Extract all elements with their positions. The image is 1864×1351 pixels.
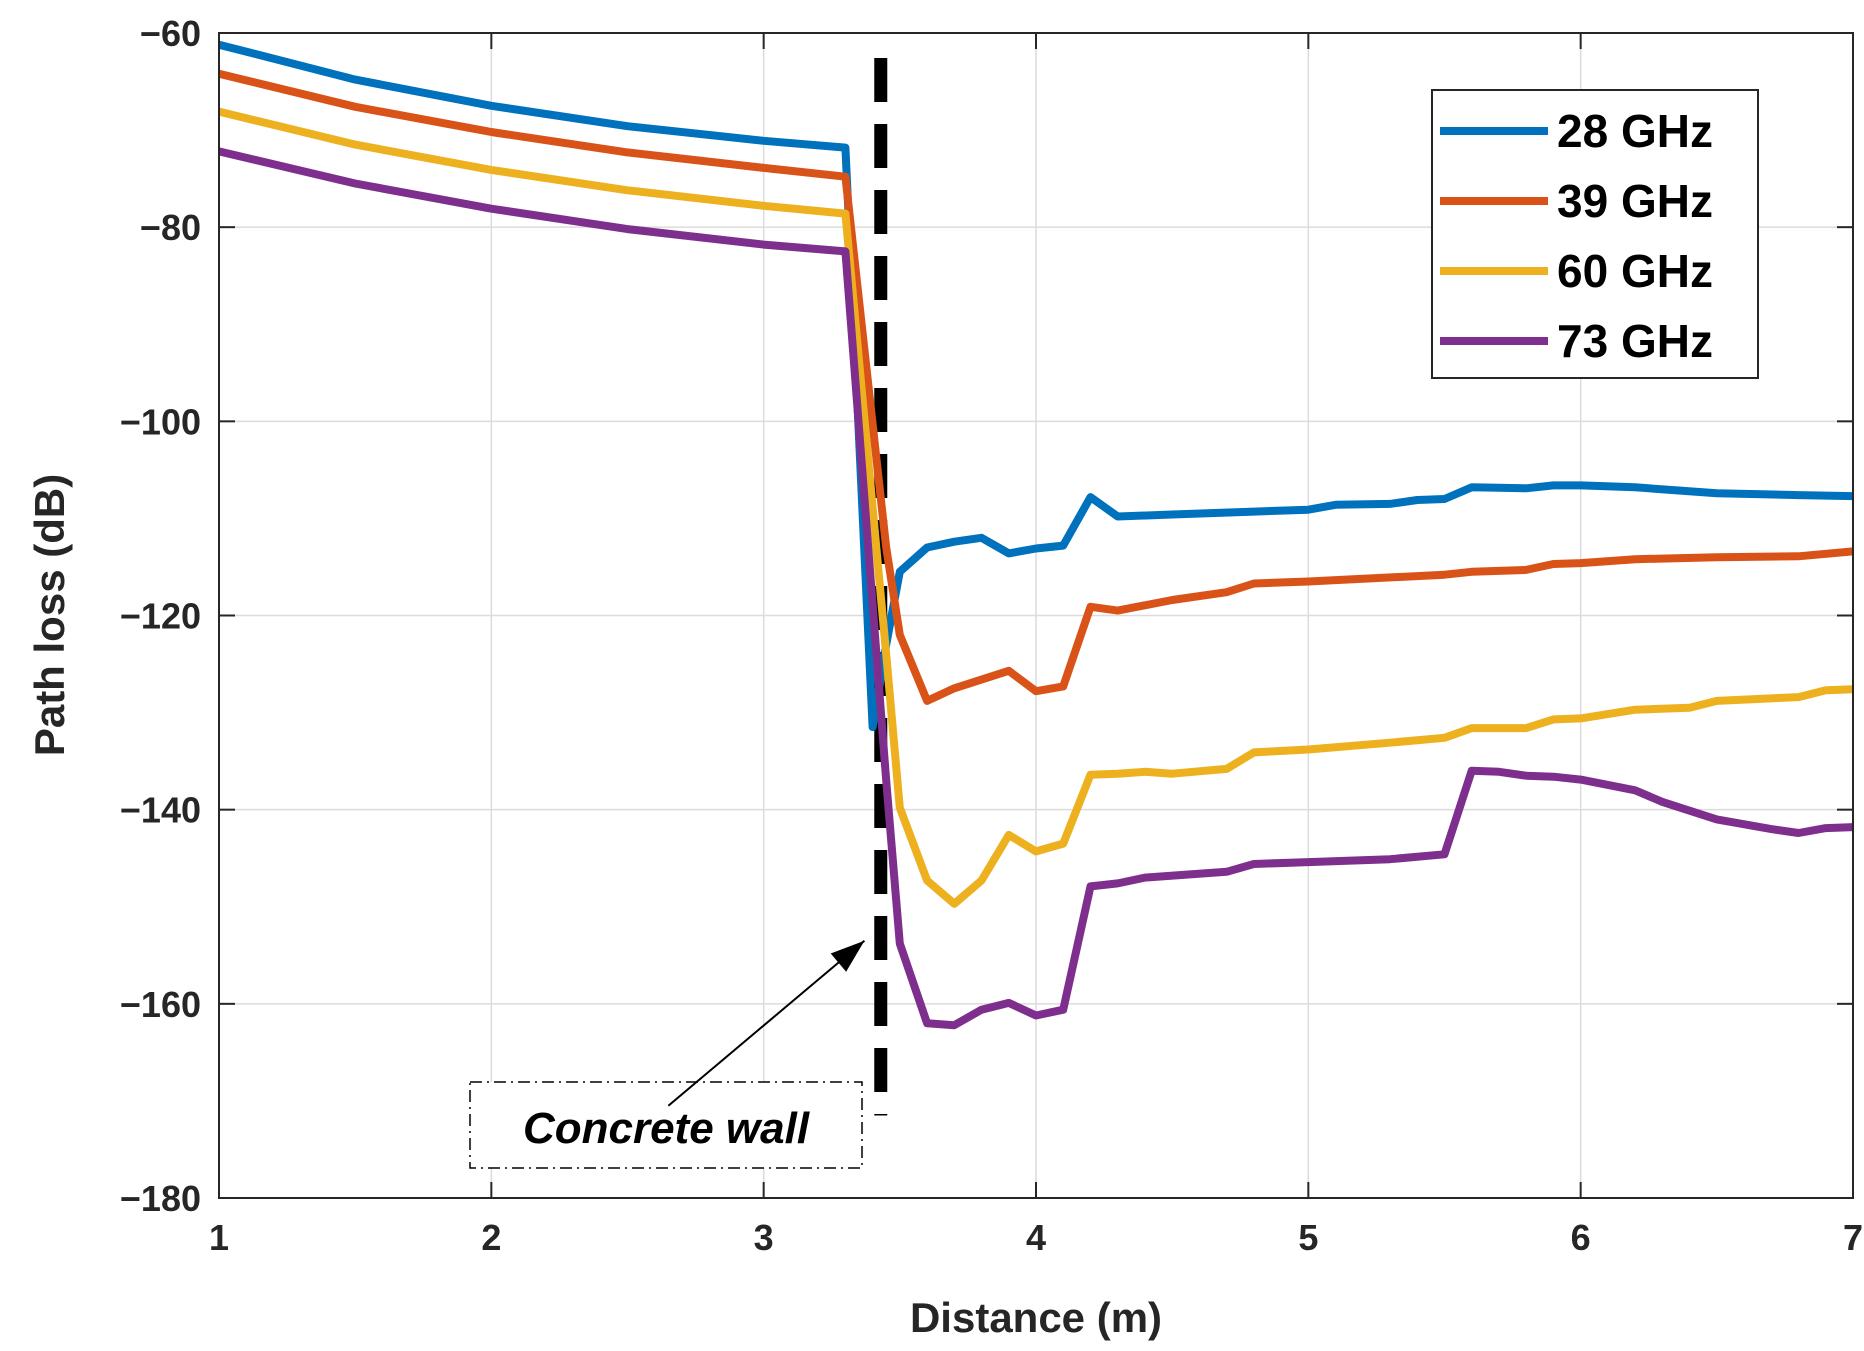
y-tick-label: −140	[120, 790, 201, 831]
y-tick-label: −100	[120, 401, 201, 442]
x-tick-label: 1	[209, 1217, 229, 1258]
series-line	[219, 69, 1853, 705]
annotation-box	[469, 1081, 863, 1169]
ticks	[218, 32, 1854, 1199]
legend: 28 GHz 39 GHz 60 GHz 73 GHz	[1431, 89, 1759, 379]
series-line	[219, 107, 1853, 908]
y-tick-label: −60	[140, 13, 201, 54]
legend-label: 39 GHz	[1557, 175, 1713, 227]
y-tick-label: −160	[120, 984, 201, 1025]
y-axis-label: Path loss (dB)	[26, 474, 73, 756]
y-tick-label: −180	[120, 1178, 201, 1219]
annotation-label: Concrete wall	[523, 1104, 810, 1153]
x-tick-label: 7	[1843, 1217, 1863, 1258]
x-tick-label: 5	[1298, 1217, 1318, 1258]
concrete-wall-annotation: Concrete wall	[469, 939, 866, 1169]
tick-labels: 1 2 3 4 5 6 7 −180 −160 −140 −120 −100 −80 −60	[120, 13, 1863, 1258]
y-tick-label: −120	[120, 596, 201, 637]
y-tick-label: −80	[140, 207, 201, 248]
annotation-arrow-head	[830, 940, 865, 972]
x-tick-label: 3	[754, 1217, 774, 1258]
x-tick-label: 2	[481, 1217, 501, 1258]
series-layer	[219, 40, 1853, 1030]
legend-box	[1431, 89, 1759, 379]
legend-label: 28 GHz	[1557, 105, 1713, 157]
x-tick-label: 6	[1571, 1217, 1591, 1258]
legend-label: 60 GHz	[1557, 245, 1713, 297]
x-tick-label: 4	[1026, 1217, 1046, 1258]
x-axis-label: Distance (m)	[910, 1294, 1162, 1341]
annotation-arrow-line	[667, 939, 866, 1107]
legend-label: 73 GHz	[1557, 315, 1713, 367]
series-line	[219, 147, 1853, 1030]
